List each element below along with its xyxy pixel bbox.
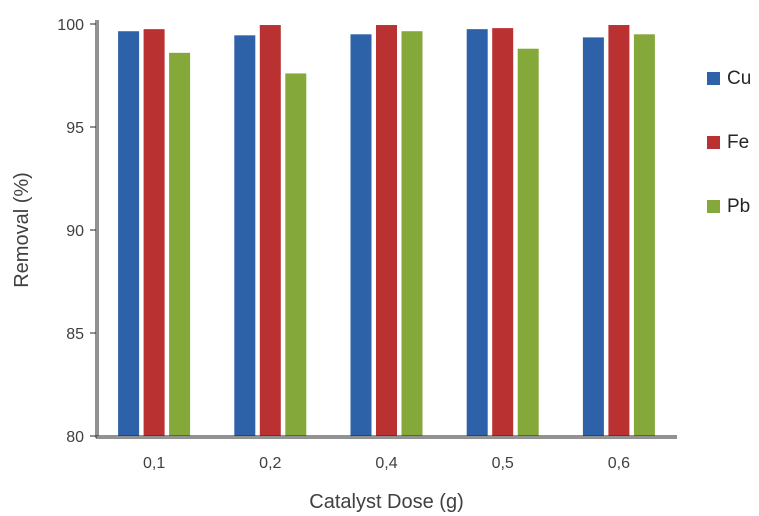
legend-label-cu: Cu (727, 68, 751, 89)
legend-label-pb: Pb (727, 196, 750, 217)
bar-fe-1 (143, 29, 165, 437)
legend-swatch-cu (707, 72, 720, 85)
x-tick-label: 0,2 (259, 455, 281, 472)
legend: Cu Fe Pb (707, 68, 751, 217)
x-tick-label: 0,5 (492, 455, 514, 472)
axes (90, 20, 677, 439)
bar-pb-4 (517, 48, 539, 436)
y-tick-label: 100 (57, 17, 84, 34)
legend-swatch-pb (707, 200, 720, 213)
bar-fe-5 (608, 25, 630, 437)
y-tick-label: 95 (66, 120, 84, 137)
y-tick-label: 90 (66, 223, 84, 240)
bars (118, 25, 655, 437)
bar-cu-1 (118, 31, 140, 437)
legend-swatch-fe (707, 136, 720, 149)
bar-fe-4 (492, 28, 514, 437)
x-axis-title: Catalyst Dose (g) (309, 491, 464, 513)
bar-pb-3 (401, 31, 423, 437)
bar-fe-3 (376, 25, 397, 437)
tick-labels: 80 85 90 95 100 0,1 0,2 0,4 0,5 0,6 (57, 17, 630, 472)
bar-cu-3 (350, 34, 372, 437)
bar-pb-1 (169, 52, 191, 437)
bar-cu-5 (582, 37, 604, 436)
bar-fe-2 (259, 25, 281, 437)
x-tick-label: 0,1 (143, 455, 165, 472)
bar-pb-2 (285, 73, 307, 436)
y-tick-label: 85 (66, 326, 84, 343)
y-tick-label: 80 (66, 429, 84, 446)
y-axis-title: Removal (%) (11, 172, 33, 288)
bar-cu-2 (234, 35, 256, 436)
legend-label-fe: Fe (727, 132, 749, 153)
x-tick-label: 0,4 (375, 455, 397, 472)
x-tick-label: 0,6 (608, 455, 630, 472)
bar-pb-5 (633, 34, 655, 437)
bar-cu-4 (466, 29, 488, 437)
